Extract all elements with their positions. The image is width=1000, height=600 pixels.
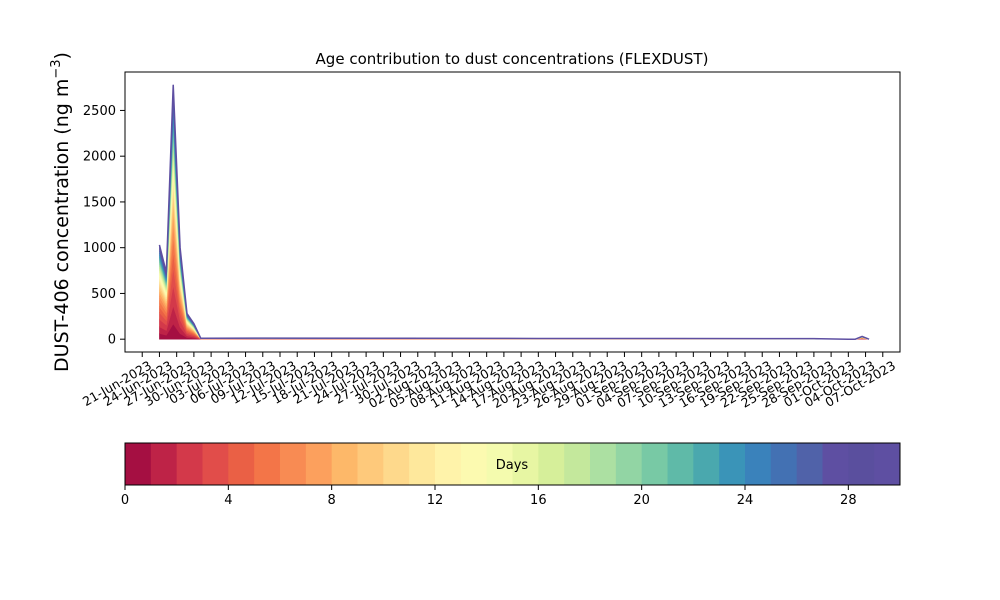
age-band-13 — [159, 165, 870, 340]
y-tick-label-2000: 2000 — [83, 150, 116, 165]
colorbar-swatch-22 — [693, 443, 720, 485]
age-band-27 — [159, 92, 870, 340]
age-band-7 — [159, 212, 870, 340]
age-band-1 — [159, 304, 870, 340]
colorbar-swatch-7 — [305, 443, 333, 485]
colorbar-swatch-25 — [770, 443, 798, 485]
colorbar-swatch-5 — [254, 443, 281, 485]
colorbar-swatch-13 — [460, 443, 488, 485]
colorbar-tick-label-0: 0 — [121, 493, 129, 508]
age-band-11 — [159, 178, 870, 340]
age-band-26 — [159, 96, 870, 340]
colorbar-swatch-6 — [280, 443, 307, 485]
colorbar-swatch-20 — [641, 443, 668, 485]
plot-frame — [124, 71, 901, 353]
colorbar-swatch-3 — [202, 443, 229, 485]
age-band-6 — [159, 224, 870, 340]
colorbar-swatch-8 — [331, 443, 358, 485]
age-band-29 — [159, 84, 870, 340]
colorbar-swatch-10 — [383, 443, 410, 485]
age-band-18 — [159, 137, 870, 340]
age-band-16 — [159, 147, 870, 340]
colorbar-swatch-14 — [486, 443, 513, 485]
colorbar-label: Days — [496, 458, 529, 473]
colorbar-swatch-24 — [745, 443, 772, 485]
age-band-17 — [159, 142, 870, 340]
colorbar-tick-label-28: 28 — [840, 493, 857, 508]
colorbar-frame — [124, 442, 901, 486]
age-band-10 — [159, 185, 870, 340]
colorbar-swatch-18 — [590, 443, 617, 485]
age-band-14 — [159, 158, 870, 340]
age-band-8 — [159, 202, 870, 340]
colorbar-tick-label-8: 8 — [328, 493, 336, 508]
colorbar-swatch-17 — [564, 443, 591, 485]
colorbar-swatch-12 — [435, 443, 462, 485]
age-band-19 — [159, 132, 870, 340]
colorbar-tick-label-12: 12 — [427, 493, 444, 508]
age-band-9 — [159, 193, 870, 340]
colorbar-tick-label-20: 20 — [633, 493, 650, 508]
y-tick-label-500: 500 — [91, 287, 116, 302]
x-axis: 21-Jun-202324-Jun-202327-Jun-202330-Jun-… — [80, 352, 898, 411]
age-band-22 — [159, 116, 870, 340]
age-band-28 — [159, 88, 870, 340]
age-band-5 — [159, 236, 870, 340]
colorbar-swatch-15 — [512, 443, 539, 485]
colorbar-swatch-28 — [848, 443, 875, 485]
age-band-4 — [159, 252, 870, 340]
colorbar-swatch-1 — [150, 443, 178, 485]
age-band-25 — [159, 101, 870, 340]
colorbar-swatch-21 — [667, 443, 694, 485]
y-axis-label-unit: −3 — [49, 59, 64, 78]
colorbar-swatch-2 — [176, 443, 203, 485]
age-band-0 — [159, 323, 870, 340]
total-series-line — [158, 84, 870, 340]
y-axis-label-close: ) — [51, 52, 73, 59]
plot-area — [158, 84, 870, 340]
age-band-21 — [159, 121, 870, 340]
age-band-12 — [159, 171, 870, 340]
colorbar-tick-label-4: 4 — [224, 493, 232, 508]
y-tick-label-1000: 1000 — [83, 241, 116, 256]
y-axis: 0 500 1000 1500 2000 2500 — [83, 104, 125, 348]
age-band-15 — [159, 152, 870, 340]
colorbar-swatch-16 — [538, 443, 565, 485]
y-axis-label-main: DUST-406 concentration (ng m — [51, 79, 73, 372]
colorbar-ticks: 0 4 8 12 16 20 24 28 — [121, 485, 857, 508]
y-axis-label: DUST-406 concentration (ng m−3) — [49, 52, 73, 372]
colorbar-swatch-29 — [874, 443, 901, 485]
y-tick-label-1500: 1500 — [83, 195, 116, 210]
age-band-24 — [159, 106, 870, 340]
y-tick-label-0: 0 — [108, 333, 116, 348]
colorbar-tick-label-24: 24 — [737, 493, 754, 508]
colorbar-swatch-11 — [409, 443, 436, 485]
colorbar-swatch-26 — [796, 443, 823, 485]
svg-text:DUST-406 concentration (ng m−3: DUST-406 concentration (ng m−3) — [49, 52, 73, 372]
colorbar — [125, 443, 901, 485]
age-band-2 — [159, 285, 870, 340]
colorbar-tick-label-16: 16 — [530, 493, 547, 508]
colorbar-swatch-27 — [822, 443, 849, 485]
colorbar-swatch-9 — [357, 443, 384, 485]
chart-title: Age contribution to dust concentrations … — [316, 50, 709, 68]
colorbar-swatch-23 — [719, 443, 746, 485]
age-band-23 — [159, 111, 870, 340]
colorbar-swatch-19 — [615, 443, 643, 485]
colorbar-swatch-0 — [125, 443, 152, 485]
age-band-20 — [159, 126, 870, 340]
y-tick-label-2500: 2500 — [83, 104, 116, 119]
colorbar-swatch-4 — [228, 443, 255, 485]
age-band-3 — [159, 267, 870, 340]
